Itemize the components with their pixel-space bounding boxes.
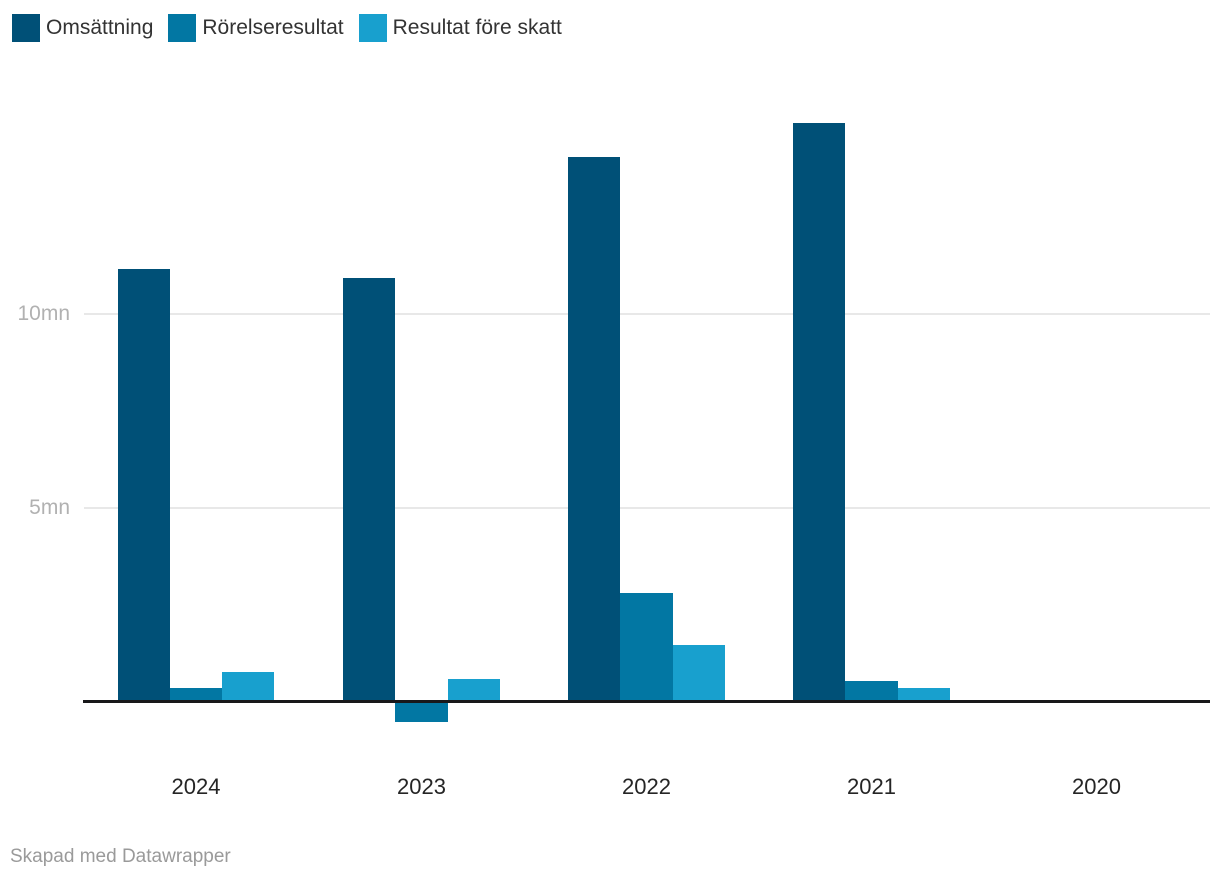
bar-resultat-fore-skatt-2021 xyxy=(897,688,950,702)
legend-swatch-icon xyxy=(12,14,40,42)
bar-rorelseresultat-2024 xyxy=(169,688,223,702)
legend: Omsättning Rörelseresultat Resultat före s… xyxy=(12,14,562,42)
bar-omsattning-2021 xyxy=(793,122,846,702)
legend-label: Omsättning xyxy=(46,16,154,39)
x-axis-label-2020: 2020 xyxy=(1072,774,1121,799)
bar-resultat-fore-skatt-2024 xyxy=(222,671,275,702)
bar-resultat-fore-skatt-2023 xyxy=(447,678,500,702)
bar-omsattning-2023 xyxy=(343,277,396,702)
legend-label: Rörelseresultat xyxy=(202,16,344,39)
legend-item-resultat-fore-skatt: Resultat före skatt xyxy=(358,14,562,42)
legend-label: Resultat före skatt xyxy=(392,16,562,39)
legend-item-omsattning: Omsättning xyxy=(12,14,153,42)
bar-rorelseresultat-2022 xyxy=(620,592,673,702)
datawrapper-credit: Skapad med Datawrapper xyxy=(10,846,231,867)
gridline-5mn xyxy=(84,507,1210,509)
x-axis-line xyxy=(83,700,1210,703)
bar-resultat-fore-skatt-2022 xyxy=(672,644,725,702)
gridline-10mn xyxy=(84,313,1210,315)
legend-item-rorelseresultat: Rörelseresultat xyxy=(168,14,344,42)
x-axis-label-2024: 2024 xyxy=(171,774,221,799)
x-axis-label-2023: 2023 xyxy=(397,774,446,799)
y-tick-label-5mn: 5mn xyxy=(29,496,70,519)
bar-rorelseresultat-2021 xyxy=(845,681,898,702)
bar-omsattning-2024 xyxy=(117,269,170,702)
x-axis-label-2022: 2022 xyxy=(622,774,671,799)
bar-omsattning-2022 xyxy=(568,156,621,702)
bar-rorelseresultat-2023 xyxy=(395,701,448,723)
legend-swatch-icon xyxy=(358,14,387,42)
legend-swatch-icon xyxy=(168,14,197,42)
x-axis-label-2021: 2021 xyxy=(847,774,896,799)
y-tick-label-10mn: 10mn xyxy=(17,302,70,325)
